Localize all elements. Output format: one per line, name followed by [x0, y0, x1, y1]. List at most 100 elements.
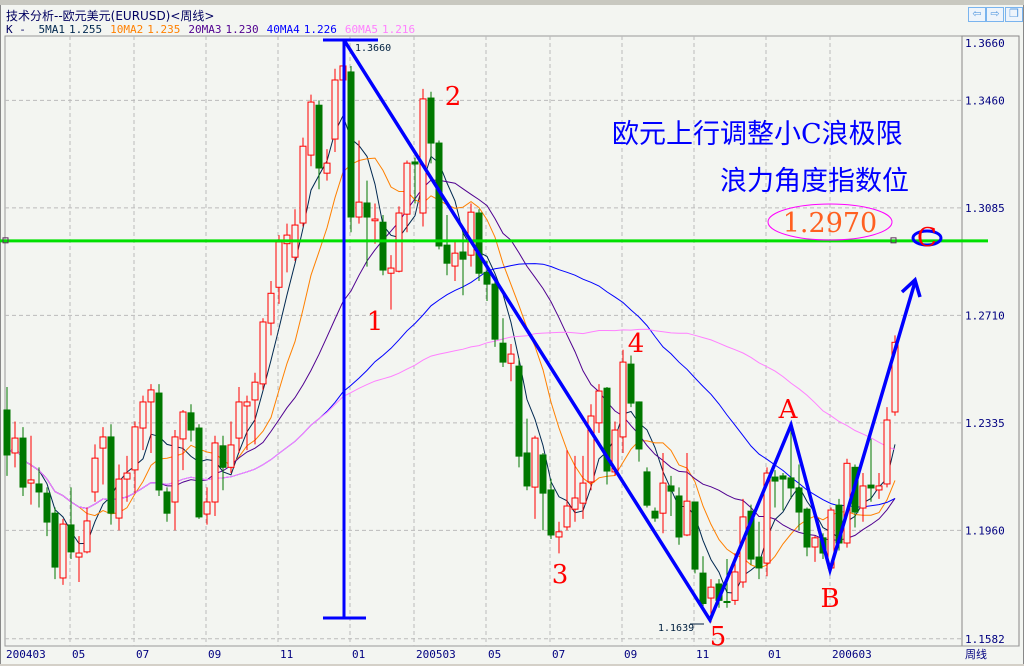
- price-axis-ticks: 1.3660 1.3460 1.3085 1.2710 1.2335 1.1960 1.15…: [965, 37, 1005, 646]
- candle-up: [531, 435, 539, 519]
- candle-down: [475, 209, 483, 281]
- time-tick-label: 11: [696, 648, 709, 661]
- candle-up: [203, 487, 211, 525]
- wave-label: 4: [628, 329, 645, 359]
- candle-body: [859, 485, 867, 509]
- candle-up: [683, 452, 691, 537]
- candle-down: [315, 100, 323, 190]
- time-tick-label: 07: [552, 648, 565, 661]
- candle-body: [747, 510, 755, 560]
- annotation-text-line1: 欧元上行调整小C浪极限: [612, 119, 903, 150]
- candle-body: [3, 409, 11, 456]
- candle-body: [243, 401, 251, 407]
- time-tick-label: 11: [280, 648, 293, 661]
- candle-down: [627, 355, 635, 408]
- candle-body: [795, 487, 803, 513]
- candle-body: [483, 271, 491, 285]
- candle-body: [99, 436, 107, 449]
- candle-up: [451, 240, 459, 281]
- candle-body: [563, 505, 571, 528]
- candle-body: [475, 212, 483, 274]
- candle-up: [179, 409, 187, 471]
- legend-value: 1.226: [303, 23, 337, 36]
- candle-up: [235, 387, 243, 453]
- legend-items: 5MA1 1.255 10MA2 1.235 20MA3 1.230 40MA4 1.226 6…: [39, 23, 424, 36]
- candle-body: [299, 145, 307, 224]
- candle-body: [763, 472, 771, 564]
- price-tick-label: 1.3460: [965, 94, 1005, 107]
- candle-body: [123, 472, 131, 480]
- legend-item: 60MA5 1.216: [345, 23, 419, 36]
- candle-body: [43, 492, 51, 523]
- candle-body: [779, 475, 787, 480]
- candle-down: [787, 422, 795, 499]
- candle-body: [315, 104, 323, 169]
- candle-up: [579, 455, 587, 519]
- arrow-right-icon: ⇨: [990, 7, 1000, 20]
- candle-body: [875, 485, 883, 491]
- candle-down: [803, 507, 811, 557]
- candle-body: [131, 426, 139, 471]
- candle-up: [587, 404, 595, 491]
- wave-label: A: [778, 395, 799, 425]
- candle-body: [195, 427, 203, 518]
- candle-up: [563, 450, 571, 531]
- candle-body: [115, 478, 123, 519]
- candle-up: [811, 536, 819, 562]
- scroll-right-button[interactable]: ⇨: [986, 7, 1004, 22]
- candle-up: [307, 94, 315, 167]
- candle-down: [155, 384, 163, 496]
- time-tick-label: 05: [488, 648, 501, 661]
- candle-up: [267, 280, 275, 336]
- restore-icon: ❐: [1009, 7, 1019, 20]
- candle-body: [171, 436, 179, 503]
- candle-down: [651, 507, 659, 522]
- wave-label: C: [917, 223, 937, 253]
- candle-down: [643, 467, 651, 508]
- candle-down: [187, 404, 195, 442]
- time-tick-label: 05: [72, 648, 85, 661]
- candle-up: [883, 407, 891, 488]
- line-handle-right: [890, 237, 897, 244]
- period-label: 周线: [965, 647, 987, 661]
- plot-area: [4, 35, 963, 647]
- price-tick-label: 1.3085: [965, 202, 1005, 215]
- candle-down: [51, 507, 59, 580]
- candle-body: [803, 508, 811, 548]
- restore-window-button[interactable]: ❐: [1005, 7, 1023, 22]
- candle-body: [403, 162, 411, 215]
- candle-body: [147, 389, 155, 403]
- wave-path-line: [342, 39, 917, 624]
- candle-down: [3, 387, 11, 476]
- candle-body: [651, 510, 659, 519]
- candle-down: [779, 473, 787, 511]
- candle-up: [91, 444, 99, 502]
- candle-up: [507, 344, 515, 382]
- candle-body: [587, 415, 595, 483]
- scroll-left-button[interactable]: ⇦: [968, 7, 986, 22]
- candle-up: [419, 88, 427, 227]
- candle-body: [235, 401, 243, 439]
- candle-body: [267, 292, 275, 324]
- candle-body: [643, 471, 651, 506]
- candle-down: [195, 424, 203, 519]
- candle-up: [891, 335, 899, 416]
- legend-label: 40MA4: [266, 23, 300, 36]
- low-price-label: 1.1639: [658, 623, 694, 634]
- candle-body: [811, 537, 819, 548]
- ma-legend: K - 5MA1 1.255 10MA2 1.235 20MA3 1.230 40MA4 1.…: [6, 23, 429, 36]
- candle-up: [859, 473, 867, 522]
- price-tick-label: 1.3660: [965, 37, 1005, 50]
- wave-label: 5: [710, 622, 727, 652]
- candle-up: [659, 452, 667, 534]
- candle-down: [795, 464, 803, 531]
- legend-label: 10MA2: [110, 23, 144, 36]
- candle-body: [355, 201, 363, 218]
- candle-body: [107, 436, 115, 514]
- candle-down: [43, 487, 51, 537]
- legend-item: 10MA2 1.235: [110, 23, 184, 36]
- candle-body: [619, 361, 627, 438]
- grid: [5, 36, 962, 646]
- candle-body: [51, 512, 59, 568]
- candle-body: [691, 501, 699, 570]
